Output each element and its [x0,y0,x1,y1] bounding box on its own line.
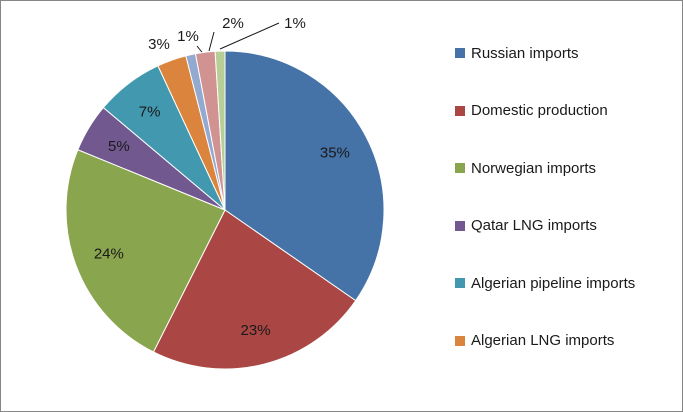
legend-swatch [455,278,465,289]
legend-swatch [455,48,465,58]
legend-label: Domestic production [471,102,608,120]
legend: Russian imports Domestic production Norweg… [455,43,681,389]
pie-slice-8 [214,50,226,211]
slice-label-0: 35% [320,144,350,161]
legend-label: Norwegian imports [471,159,597,177]
slice-label-8: 1% [284,15,306,32]
legend-item: Russian imports [455,43,681,63]
legend-label: Algerian pipeline imports [471,274,636,292]
slice-label-4: 7% [139,104,161,121]
slice-label-6: 1% [177,28,199,45]
legend-swatch [455,220,465,231]
slice-label-7: 2% [222,15,244,32]
pie-slice-1 [152,209,357,370]
pie-slice-0 [224,50,385,302]
legend-item: Algerian pipeline imports [455,273,681,293]
legend-item: Qatar LNG imports [455,216,681,236]
legend-swatch [455,105,465,116]
slice-label-5: 3% [148,36,170,53]
legend-label: Algerian LNG imports [471,332,615,350]
legend-item: Norwegian imports [455,158,681,178]
pie-chart: 35% 23% 24% 5% 7% 3% 1% 2% 1% [65,15,385,370]
leader-line-7 [208,31,215,52]
legend-item: Domestic production [455,101,681,121]
legend-item: Algerian LNG imports [455,331,681,351]
slice-label-1: 23% [241,322,271,339]
slice-label-3: 5% [108,138,130,155]
legend-label: Russian imports [471,44,579,62]
slice-label-2: 24% [94,245,124,262]
legend-swatch [455,163,465,174]
legend-swatch [455,335,465,346]
pie-slice-2 [65,149,226,353]
leader-line-8 [219,22,280,50]
legend-label: Qatar LNG imports [471,217,597,235]
